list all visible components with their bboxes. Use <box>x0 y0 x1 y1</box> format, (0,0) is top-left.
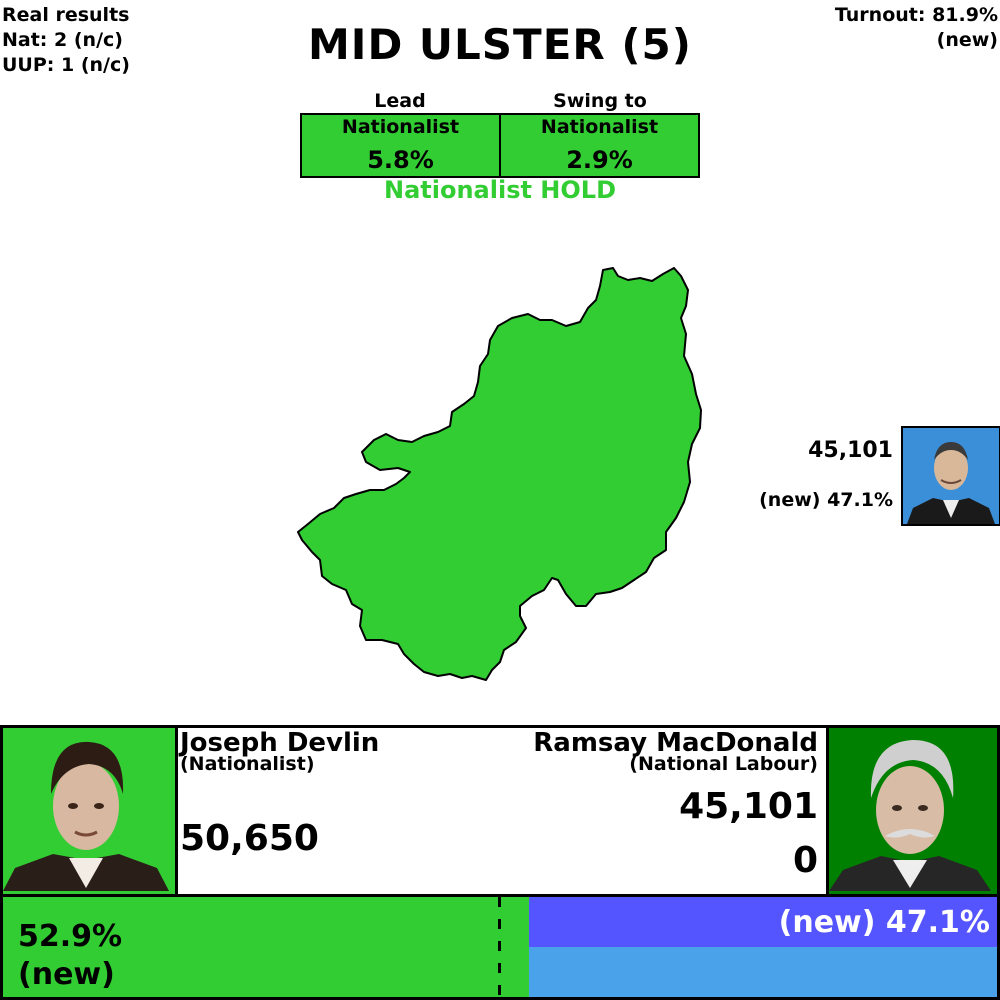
candidate1-party: (Nationalist) <box>180 753 315 775</box>
real-results-heading: Real results <box>2 4 130 26</box>
turnout-note: (new) <box>936 29 998 51</box>
portrait-icon <box>903 428 999 524</box>
turnout: Turnout: 81.9% (new) <box>835 3 998 53</box>
candidate1-share-label: 52.9% (new) <box>18 918 122 994</box>
candidate1-share-note: (new) <box>18 957 115 992</box>
lead-party: Nationalist <box>341 116 460 138</box>
candidate2-photo <box>826 725 1000 900</box>
candidate2-share-bar <box>529 897 997 947</box>
swing-value: 2.9% <box>566 146 633 174</box>
real-results: Real results Nat: 2 (n/c) UUP: 1 (n/c) <box>2 3 130 78</box>
candidate2-share-label: (new) 47.1% <box>778 905 990 940</box>
lead-header: Lead <box>374 90 426 112</box>
lead-swing-box: Nationalist 5.8% Nationalist 2.9% <box>300 113 700 178</box>
swing-header: Swing to <box>553 90 647 112</box>
portrait-icon <box>829 728 991 891</box>
real-results-uup: UUP: 1 (n/c) <box>2 54 130 76</box>
candidate1-photo <box>0 725 178 900</box>
candidate2-share-bar-previous <box>529 947 997 997</box>
result-hold: Nationalist HOLD <box>383 176 617 204</box>
candidate1-share-value: 52.9% <box>18 919 123 954</box>
side-candidate-votes: 45,101 <box>808 438 893 463</box>
portrait-icon <box>3 728 169 891</box>
real-results-nat: Nat: 2 (n/c) <box>2 29 123 51</box>
candidate2-name: Ramsay MacDonald <box>533 728 818 758</box>
side-candidate-share: (new) 47.1% <box>759 489 893 511</box>
candidate2-change: 0 <box>792 840 818 881</box>
lead-value: 5.8% <box>367 146 434 174</box>
swing-party: Nationalist <box>540 116 659 138</box>
turnout-value: Turnout: 81.9% <box>834 4 998 26</box>
side-candidate-photo <box>901 426 1000 526</box>
vote-share-bar <box>0 894 1000 1000</box>
majority-line <box>498 897 501 997</box>
candidate1-votes: 50,650 <box>180 818 319 859</box>
lead-cell: Nationalist 5.8% <box>302 115 499 176</box>
candidate2-votes: 45,101 <box>679 786 818 827</box>
candidate2-party: (National Labour) <box>629 753 818 775</box>
constituency-title: MID ULSTER (5) <box>308 20 692 69</box>
constituency-map <box>297 267 702 681</box>
candidate1-name: Joseph Devlin <box>180 728 380 758</box>
swing-cell: Nationalist 2.9% <box>499 115 698 176</box>
candidate1-share-bar <box>3 897 529 997</box>
constituency-shape <box>297 267 702 681</box>
